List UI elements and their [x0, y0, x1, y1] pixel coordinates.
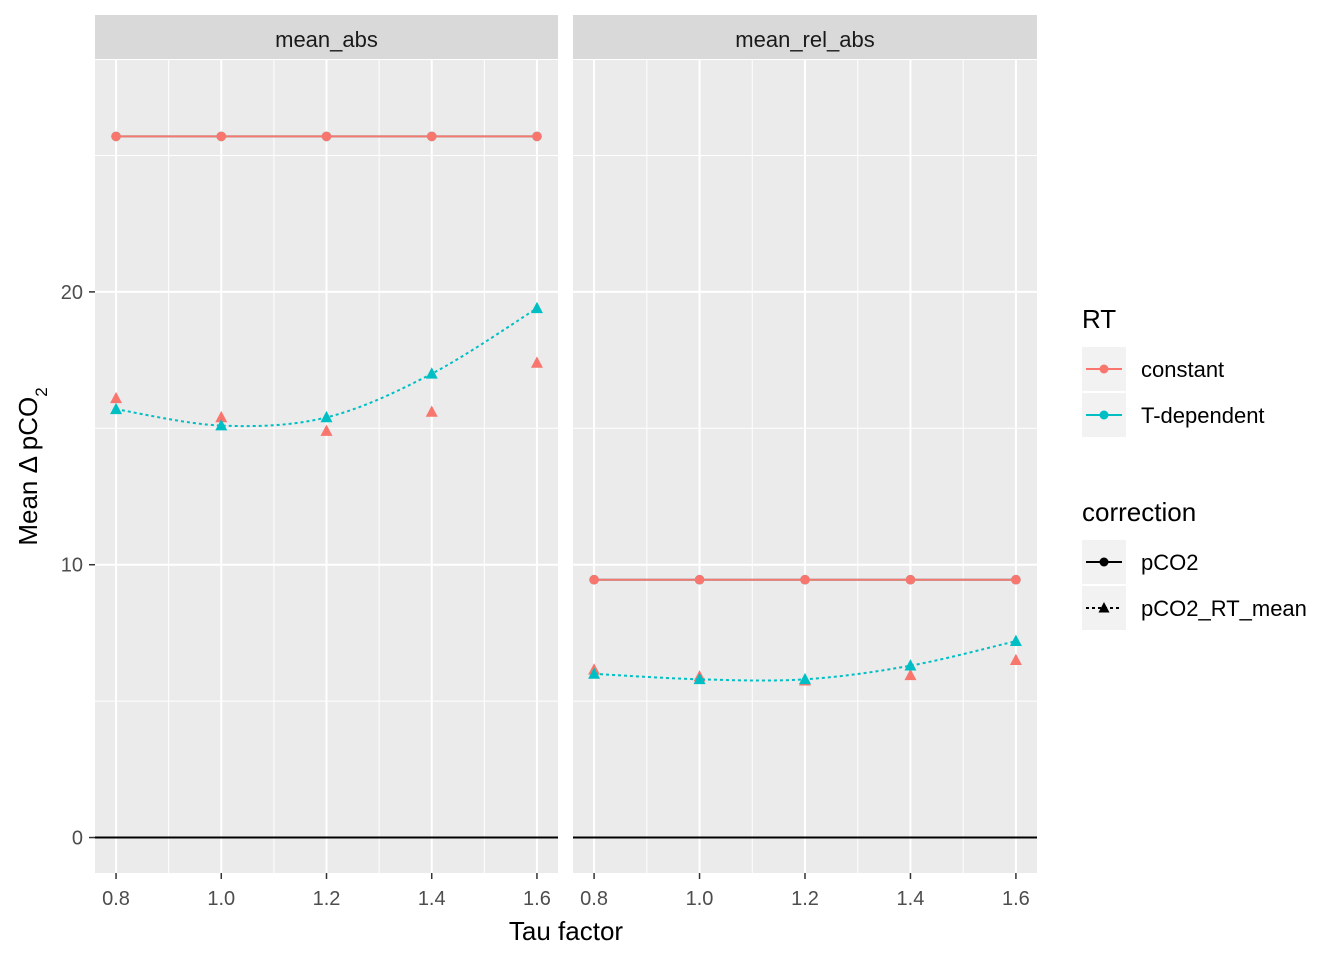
- y-axis-title-main: Mean Δ pCO: [13, 397, 43, 546]
- legend-title: correction: [1082, 497, 1196, 527]
- data-point: [321, 131, 332, 142]
- strip-label-mean_abs: mean_abs: [275, 27, 378, 52]
- data-point: [110, 391, 123, 404]
- data-point: [425, 405, 438, 417]
- data-point: [904, 659, 917, 671]
- data-point: [589, 574, 599, 585]
- data-point: [320, 424, 333, 436]
- x-tick-label: 1.6: [1002, 888, 1030, 910]
- data-point: [425, 367, 438, 379]
- x-tick-label: 1.0: [207, 888, 235, 910]
- data-point: [588, 667, 601, 679]
- panel-mean_abs: mean_abs: [95, 15, 558, 873]
- data-point: [799, 672, 811, 685]
- data-point: [1011, 574, 1021, 585]
- x-tick-label: 1.4: [897, 888, 925, 910]
- panel-mean_rel_abs: mean_rel_abs: [573, 15, 1037, 873]
- data-point: [426, 131, 437, 142]
- y-tick-label: 0: [72, 828, 83, 850]
- series-T-dependent-pCO2_RT_mean: [110, 301, 543, 431]
- y-axis-title: Mean Δ pCO2: [13, 387, 51, 545]
- strip-background: [95, 15, 558, 59]
- data-point: [905, 574, 916, 585]
- data-point: [1009, 653, 1022, 666]
- legend-label: T-dependent: [1141, 403, 1265, 428]
- legend-label: constant: [1141, 357, 1224, 382]
- y-tick-label: 10: [61, 555, 83, 577]
- data-point: [1009, 634, 1022, 646]
- y-axis-title-subscript: 2: [32, 387, 51, 396]
- y-tick-label: 20: [61, 282, 83, 304]
- strip-background: [573, 15, 1037, 59]
- x-tick-label: 1.0: [686, 888, 714, 910]
- legend-key-point: [1099, 557, 1109, 567]
- strip-label-mean_rel_abs: mean_rel_abs: [735, 27, 874, 52]
- x-tick-label: 0.8: [102, 888, 130, 910]
- data-point: [694, 574, 705, 585]
- x-tick-label: 1.6: [523, 888, 551, 910]
- legend-correction: correction pCO2 pCO2_RT_mean: [1082, 497, 1307, 630]
- legend-key-point: [1098, 602, 1110, 613]
- x-axis-title: Tau factor: [509, 916, 624, 946]
- data-point: [800, 574, 810, 585]
- series-T-dependent-pCO2_RT_mean: [588, 634, 1022, 685]
- legend-item-T-dependent: T-dependent: [1082, 393, 1265, 437]
- x-tick-label: 0.8: [580, 888, 608, 910]
- legend-item-constant: constant: [1082, 347, 1224, 391]
- legend-title: RT: [1082, 304, 1116, 334]
- legend-item-pCO2_RT_mean: pCO2_RT_mean: [1082, 586, 1307, 630]
- x-tick-label: 1.2: [313, 888, 341, 910]
- x-tick-label: 1.2: [791, 888, 819, 910]
- data-point: [111, 131, 121, 142]
- data-point: [693, 672, 706, 685]
- legend-label: pCO2_RT_mean: [1141, 596, 1307, 621]
- series-constant-pCO2: [589, 574, 1021, 585]
- legend-key-point: [1099, 364, 1109, 374]
- data-point: [110, 402, 123, 415]
- data-point: [216, 131, 227, 142]
- legend-key-point: [1099, 410, 1109, 420]
- legend-item-pCO2: pCO2: [1082, 540, 1198, 584]
- data-point: [904, 668, 917, 681]
- series-constant-pCO2: [111, 131, 542, 142]
- data-point: [215, 410, 228, 423]
- data-point: [530, 301, 543, 314]
- data-point: [532, 131, 542, 142]
- series-constant-pCO2_RT_mean: [110, 356, 543, 436]
- data-point: [530, 356, 543, 368]
- x-tick-label: 1.4: [418, 888, 446, 910]
- data-point: [215, 419, 228, 431]
- data-point: [320, 410, 333, 423]
- legend-RT: RT constant T-dependent: [1082, 304, 1265, 437]
- legend-label: pCO2: [1141, 550, 1198, 575]
